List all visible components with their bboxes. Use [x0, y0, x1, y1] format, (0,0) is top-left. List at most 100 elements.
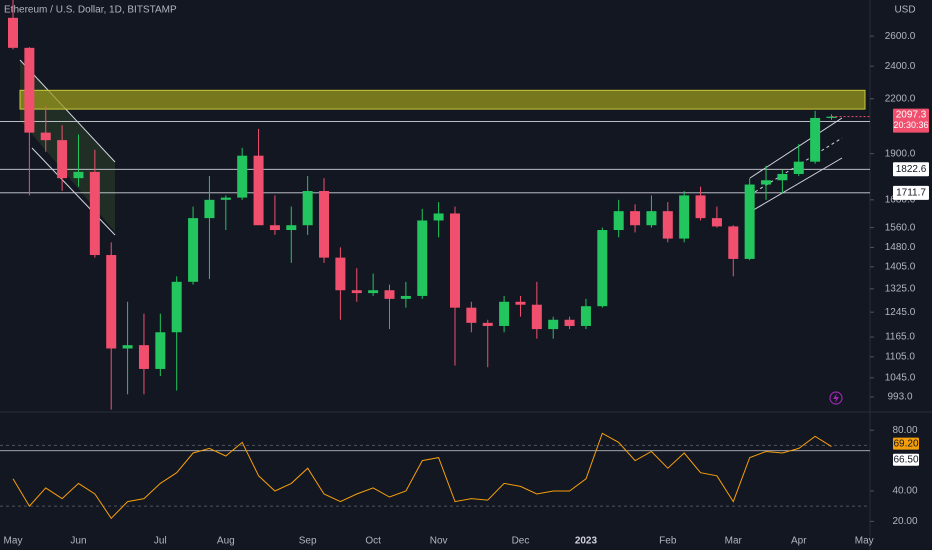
level-label: 1711.7 [896, 187, 926, 198]
last-price-box [893, 108, 929, 133]
candle-body [646, 211, 657, 226]
rsi-last-label: 69.20 [893, 438, 918, 449]
candle-body [777, 173, 788, 181]
candle-body [531, 304, 542, 330]
rsi-tick-label: 20.00 [892, 516, 917, 527]
y-tick-label: 2600.0 [885, 31, 916, 42]
channel-line [19, 59, 116, 163]
candle-body [564, 319, 575, 326]
candle-body [24, 47, 35, 133]
candle-body [499, 301, 510, 326]
countdown: 20:30:36 [893, 120, 928, 130]
x-tick-label: May [4, 536, 23, 547]
candle-body [171, 281, 182, 333]
candle-body [384, 290, 395, 299]
candle-body [204, 199, 215, 219]
y-tick-label: 993.0 [887, 392, 912, 403]
x-tick-label: Mar [725, 536, 743, 547]
currency: USD [894, 5, 915, 16]
candle-body [515, 301, 526, 305]
y-tick-label: 1900.0 [885, 148, 916, 159]
candle-body [679, 195, 690, 239]
y-tick-label: 1165.0 [885, 332, 915, 343]
x-tick-label: 2023 [575, 536, 598, 547]
x-tick-label: Apr [791, 536, 807, 547]
level-label-box [893, 185, 929, 200]
chart-title: Ethereum / U.S. Dollar, 1D, BITSTAMP [4, 5, 177, 16]
rsi-last-box [893, 437, 919, 450]
candle-body [728, 226, 739, 259]
candle-body [810, 117, 821, 162]
x-tick-label: Nov [430, 536, 448, 547]
candle-body [826, 116, 837, 118]
x-tick-label: Sep [299, 536, 317, 547]
x-tick-label: May [855, 536, 874, 547]
candle-body [482, 322, 493, 326]
candle-body [793, 161, 804, 174]
candle-body [548, 319, 559, 330]
rsi-tick-label: 80.00 [892, 425, 917, 436]
x-tick-label: Feb [659, 536, 677, 547]
candle-body [40, 132, 51, 141]
candle-body [400, 295, 411, 299]
candle-body [695, 195, 706, 219]
y-tick-label: 2200.0 [885, 93, 916, 104]
y-tick-label: 1405.0 [885, 261, 916, 272]
candle-body [744, 184, 755, 259]
candle-body [138, 345, 149, 369]
candle-body [253, 155, 264, 226]
y-tick-label: 2400.0 [885, 61, 916, 72]
candle-body [8, 17, 18, 48]
candle-body [286, 225, 297, 231]
candle-body [319, 191, 330, 258]
candle-body [106, 255, 117, 349]
rsi-tick-label: 40.00 [892, 486, 917, 497]
candle-body [662, 211, 673, 239]
candle-body [335, 257, 346, 291]
candle-body [580, 306, 591, 326]
channel-line [31, 147, 116, 236]
candle-body [220, 197, 231, 200]
candle-body [761, 180, 772, 185]
x-tick-label: Aug [217, 536, 235, 547]
candle-body [613, 211, 624, 231]
candle-body [466, 307, 477, 323]
candle-body [417, 220, 428, 296]
candle-body [433, 213, 444, 221]
last-price-label: 2097.3 [896, 109, 927, 120]
level-label-box [893, 162, 929, 177]
y-tick-label: 1325.0 [885, 283, 916, 294]
level-label: 1822.6 [896, 164, 927, 175]
candle-body [188, 218, 199, 282]
candle-body [351, 290, 362, 294]
candle-body [302, 191, 313, 226]
rsi-level-box [893, 453, 919, 466]
candle-body [73, 171, 84, 179]
candle-body [237, 155, 248, 198]
y-tick-label: 1560.0 [885, 222, 916, 233]
resistance-zone [19, 89, 866, 110]
candle-body [57, 140, 68, 179]
candle-body [155, 332, 166, 369]
x-tick-label: Dec [512, 536, 530, 547]
candle-body [630, 211, 641, 226]
x-tick-label: Oct [365, 536, 381, 547]
y-tick-label: 1245.0 [885, 307, 916, 318]
x-tick-label: Jul [154, 536, 167, 547]
candle-body [449, 213, 460, 308]
y-tick-label: 1045.0 [885, 372, 916, 383]
rsi-line [12, 432, 832, 520]
candle-body [711, 218, 722, 227]
y-tick-label: 1480.0 [885, 242, 916, 253]
y-tick-label: 1680.0 [885, 194, 916, 205]
candle-body [368, 290, 379, 294]
candle-body [597, 230, 608, 307]
rsi-level-label: 66.50 [893, 454, 918, 465]
channel-line [749, 157, 843, 213]
alert-icon[interactable] [829, 391, 843, 405]
channel-line [749, 117, 843, 179]
x-tick-label: Jun [70, 536, 86, 547]
candle-body [89, 171, 100, 256]
